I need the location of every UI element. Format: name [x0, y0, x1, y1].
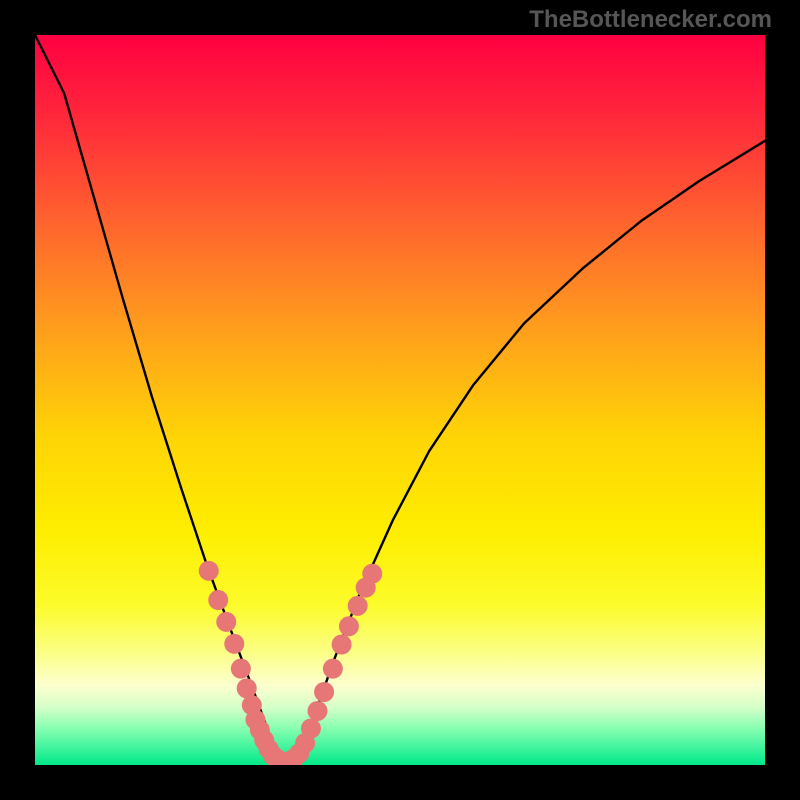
chart-frame: TheBottlenecker.com: [0, 0, 800, 800]
plot-area: [35, 35, 765, 765]
marker-dot: [216, 612, 236, 632]
marker-dot: [208, 590, 228, 610]
watermark-text: TheBottlenecker.com: [529, 6, 772, 34]
gradient-background: [35, 35, 765, 765]
marker-dot: [308, 701, 328, 721]
marker-dot: [231, 659, 251, 679]
marker-dot: [323, 659, 343, 679]
marker-dot: [362, 564, 382, 584]
marker-dot: [314, 682, 334, 702]
marker-dot: [301, 719, 321, 739]
marker-dot: [339, 616, 359, 636]
marker-dot: [348, 596, 368, 616]
marker-dot: [332, 635, 352, 655]
marker-dot: [224, 634, 244, 654]
bottleneck-chart: [35, 35, 765, 765]
marker-dot: [199, 561, 219, 581]
